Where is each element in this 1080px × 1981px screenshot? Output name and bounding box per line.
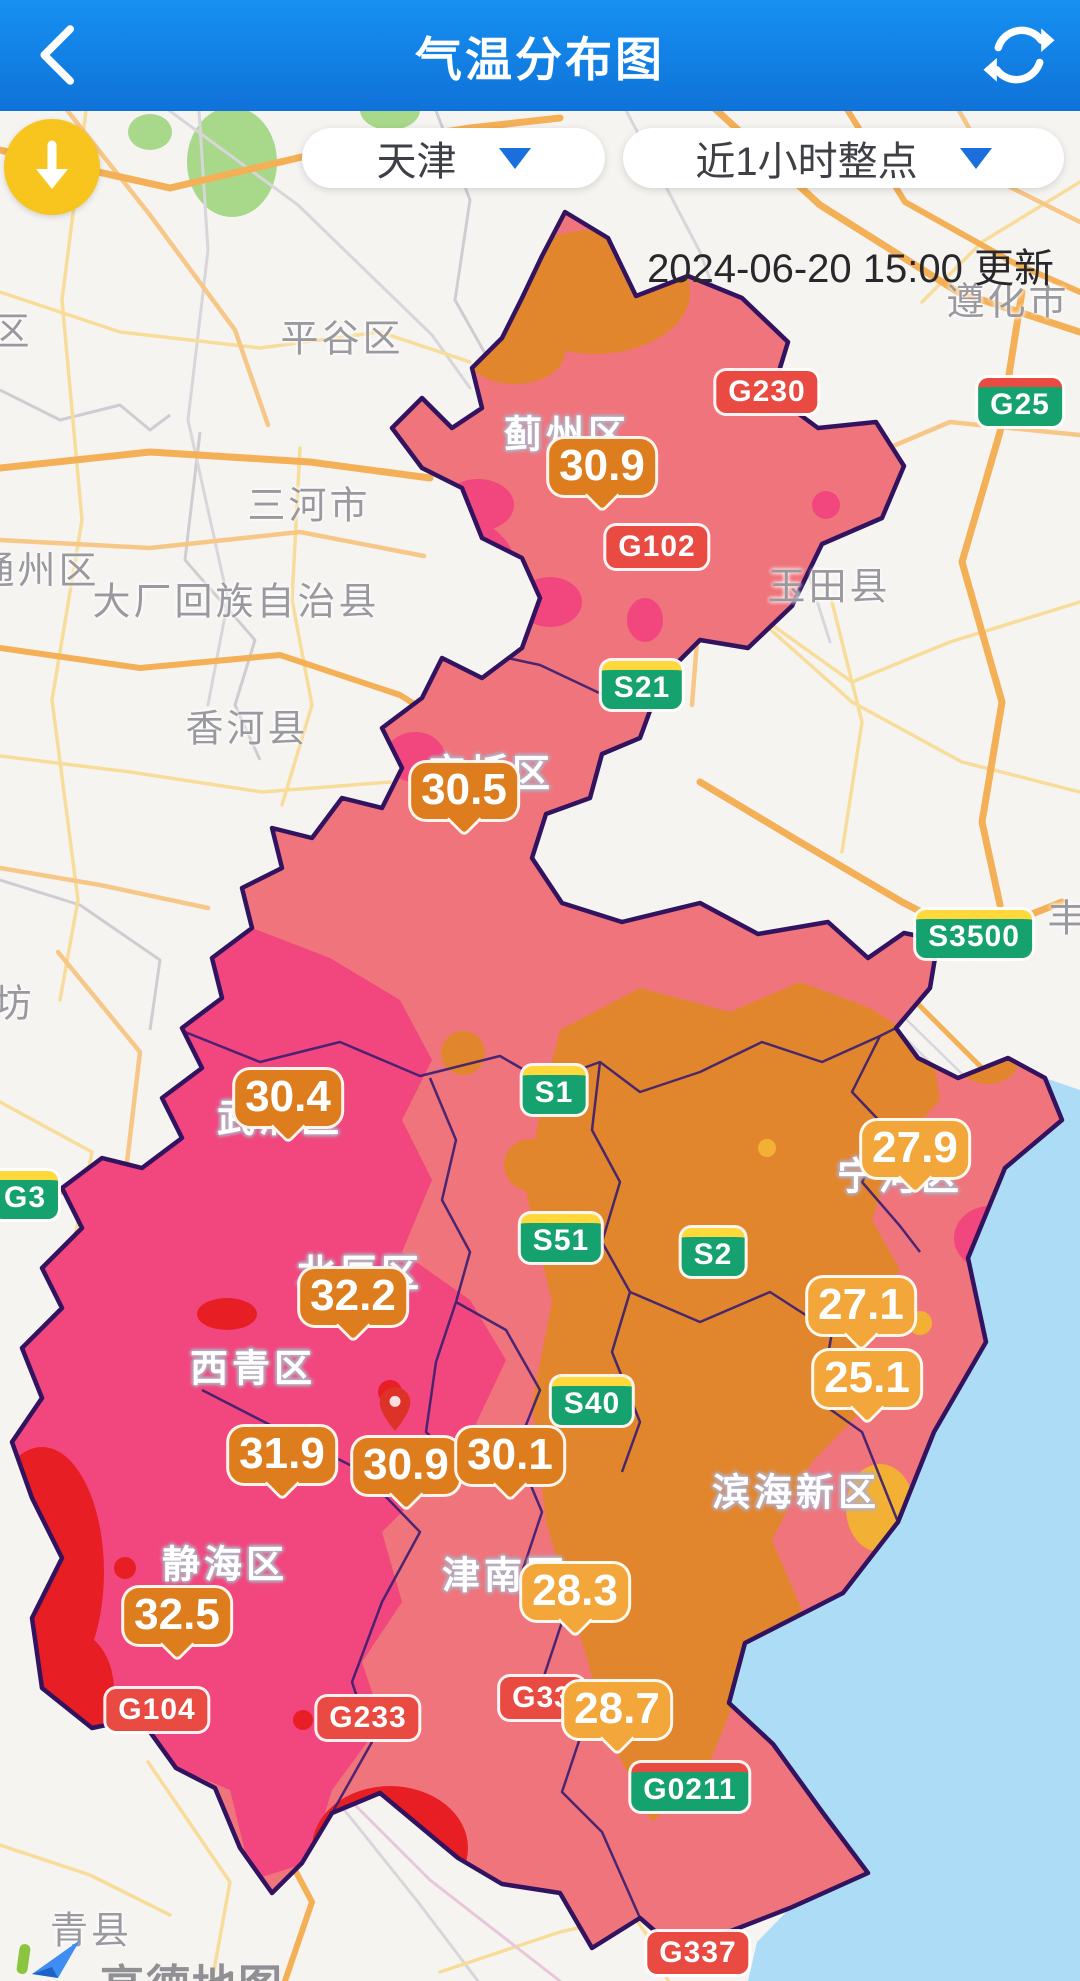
app-header: 气温分布图 xyxy=(0,0,1080,111)
update-timestamp: 2024-06-20 15:00 更新 xyxy=(647,247,1054,291)
download-arrow-icon xyxy=(22,137,82,197)
place-label: 遵化市 xyxy=(946,281,1070,324)
chevron-down-icon xyxy=(498,147,531,169)
tianjin-border xyxy=(9,209,1065,1963)
road-shield: S40 xyxy=(551,1377,633,1425)
temperature-badge: 30.1 xyxy=(454,1425,566,1487)
place-label: 区 xyxy=(0,311,33,354)
temperature-badge: 27.1 xyxy=(805,1275,917,1337)
road-shield: S1 xyxy=(522,1066,586,1114)
download-button[interactable] xyxy=(4,119,100,215)
road-shield: G337 xyxy=(647,1932,749,1974)
temperature-badge: 31.9 xyxy=(226,1424,338,1486)
district-label: 滨海新区 xyxy=(711,1472,881,1515)
page-title: 气温分布图 xyxy=(415,33,665,86)
time-range-selector-value: 近1小时整点 xyxy=(695,140,918,184)
place-label: 丰 xyxy=(1047,898,1080,941)
city-selector[interactable]: 天津 xyxy=(302,128,605,188)
road-shield: S2 xyxy=(681,1228,745,1276)
time-range-selector[interactable]: 近1小时整点 xyxy=(623,128,1064,188)
place-label: 香河县 xyxy=(185,708,309,751)
place-label: 平谷区 xyxy=(280,318,404,361)
temperature-badge: 28.3 xyxy=(519,1561,631,1623)
refresh-button[interactable] xyxy=(976,12,1062,98)
place-label: 坊 xyxy=(0,983,35,1026)
road-shield: G0211 xyxy=(631,1763,749,1811)
place-label: 青县 xyxy=(49,1910,133,1953)
location-pin-icon xyxy=(378,1386,412,1437)
temperature-badge: 32.2 xyxy=(297,1266,409,1328)
temperature-badge: 30.9 xyxy=(546,436,658,498)
temperature-badge: 30.9 xyxy=(350,1435,462,1497)
chevron-down-icon xyxy=(959,147,992,169)
place-label: 三河市 xyxy=(247,485,371,528)
amap-logo-text: 高德地图 xyxy=(100,1950,284,1981)
temperature-badge: 32.5 xyxy=(121,1585,233,1647)
temperature-badge: 28.7 xyxy=(561,1679,673,1741)
temperature-badge: 30.5 xyxy=(408,760,520,822)
temperature-badge: 30.4 xyxy=(232,1067,344,1129)
temperature-badge: 27.9 xyxy=(859,1118,971,1180)
place-label: 玉田县 xyxy=(767,566,891,609)
amap-logo-icon xyxy=(14,1934,86,1981)
road-shield: G25 xyxy=(978,378,1062,426)
road-shield: G230 xyxy=(716,371,818,413)
city-selector-value: 天津 xyxy=(376,140,457,184)
map-attribution: 高德地图 xyxy=(14,1934,284,1981)
district-label: 静海区 xyxy=(161,1544,289,1587)
back-icon xyxy=(40,25,74,85)
district-label: 西青区 xyxy=(189,1348,317,1391)
place-label: 通州区 xyxy=(0,550,100,593)
road-shield: S51 xyxy=(520,1214,602,1262)
place-label: 大厂回族自治县 xyxy=(92,581,380,624)
road-shield: G233 xyxy=(317,1697,419,1739)
temperature-badge: 25.1 xyxy=(811,1348,923,1410)
refresh-icon xyxy=(983,26,1055,84)
road-shield: S21 xyxy=(601,661,683,709)
sea-area xyxy=(729,1078,1080,1981)
back-button[interactable] xyxy=(18,12,98,98)
road-shield: S3500 xyxy=(916,910,1032,958)
road-shield: G3 xyxy=(0,1171,59,1219)
road-shield: G102 xyxy=(606,526,708,568)
road-shield: G104 xyxy=(106,1689,208,1731)
